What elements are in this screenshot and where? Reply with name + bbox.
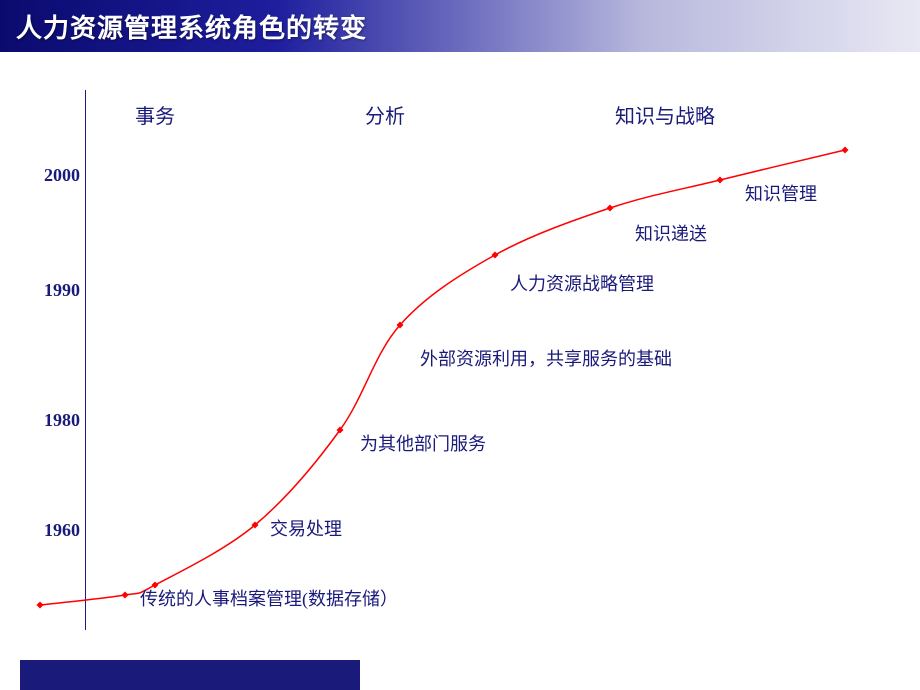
diamond-marker xyxy=(492,252,499,259)
diamond-marker xyxy=(607,205,614,212)
data-point-label: 传统的人事档案管理(数据存储） xyxy=(140,585,398,611)
diamond-marker xyxy=(717,177,724,184)
data-point-label: 交易处理 xyxy=(270,515,342,541)
diamond-marker xyxy=(842,147,849,154)
diamond-marker xyxy=(122,592,129,599)
diamond-marker xyxy=(37,602,44,609)
data-point-label: 人力资源战略管理 xyxy=(510,270,654,296)
y-tick-label: 1990 xyxy=(35,280,80,301)
evolution-chart: 2000 1990 1980 1960 事务 分析 知识与战略传统的人事档案管理(数据存储）… xyxy=(35,90,885,650)
y-tick-label: 2000 xyxy=(35,165,80,186)
data-point-label: 知识管理 xyxy=(745,180,817,206)
category-label: 事务 xyxy=(135,100,175,129)
y-tick-label: 1980 xyxy=(35,410,80,431)
title-bar: 人力资源管理系统角色的转变 xyxy=(0,0,920,52)
trend-line xyxy=(40,150,845,605)
data-point-label: 知识递送 xyxy=(635,220,707,246)
data-point-label: 为其他部门服务 xyxy=(360,430,486,456)
category-label: 知识与战略 xyxy=(615,100,715,129)
y-tick-label: 1960 xyxy=(35,520,80,541)
footer-bar xyxy=(20,660,360,690)
category-label: 分析 xyxy=(365,100,405,129)
data-point-label: 外部资源利用，共享服务的基础 xyxy=(420,345,672,371)
slide-title: 人力资源管理系统角色的转变 xyxy=(16,8,367,45)
